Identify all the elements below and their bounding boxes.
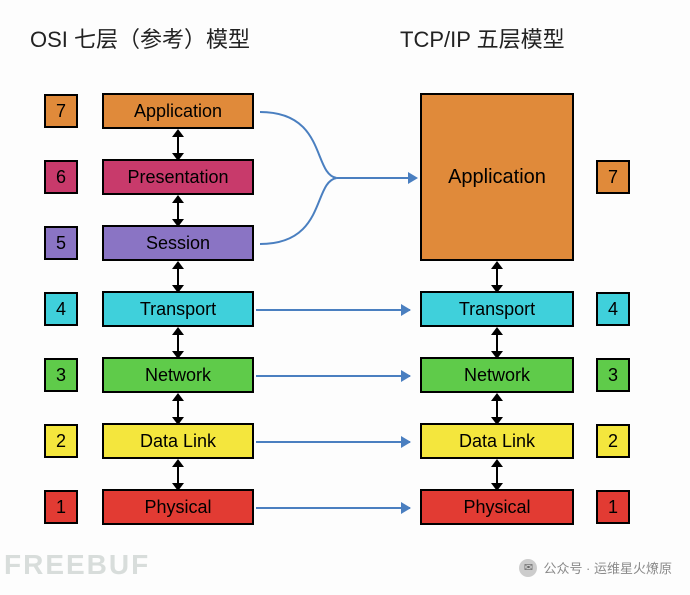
wechat-icon: ✉: [519, 559, 537, 577]
diagram-canvas: OSI 七层（参考）模型TCP/IP 五层模型7Application6Pres…: [0, 0, 690, 595]
watermark-left: FREEBUF: [4, 549, 150, 581]
bracket-osi-to-tcp-app: [0, 0, 690, 595]
watermark-right-text: 公众号 · 运维星火燎原: [543, 558, 672, 577]
watermark-right: ✉ 公众号 · 运维星火燎原: [519, 558, 672, 577]
